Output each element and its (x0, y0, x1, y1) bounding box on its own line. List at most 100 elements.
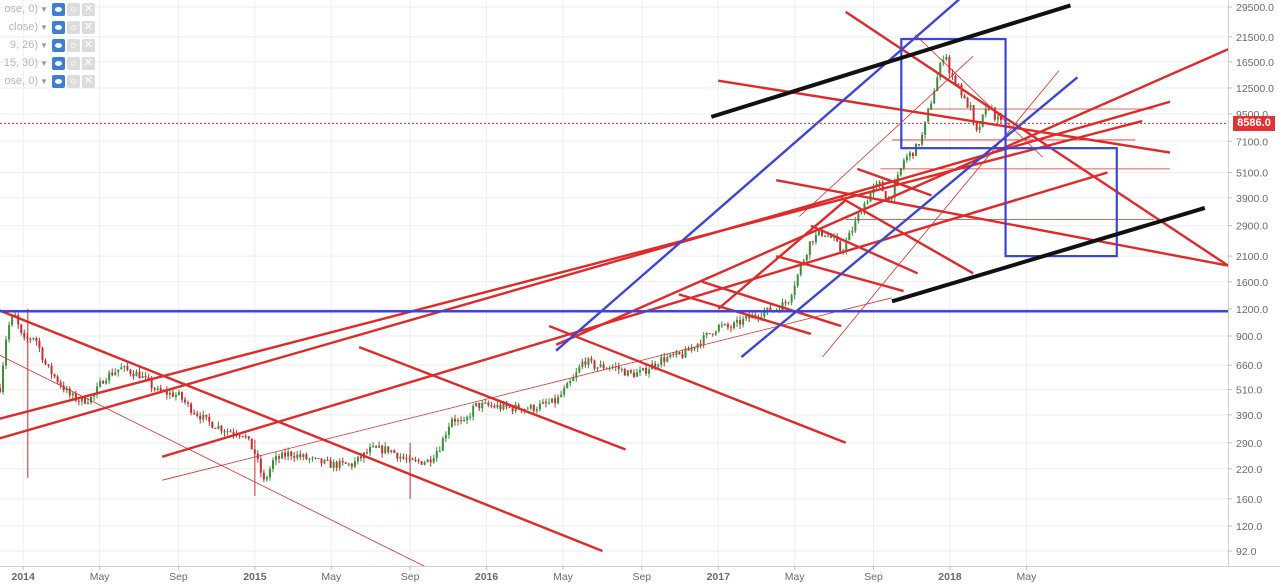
trendline-thin[interactable] (0, 353, 475, 585)
candle-body (378, 445, 381, 448)
candle-body (969, 105, 972, 108)
trendline-black[interactable] (891, 206, 1206, 304)
candle-body (20, 324, 23, 333)
eye-icon[interactable] (51, 56, 65, 70)
eye-icon[interactable] (51, 20, 65, 34)
trendline[interactable] (161, 171, 1108, 458)
rectangle-drawing[interactable] (1004, 147, 1118, 258)
chevron-down-icon[interactable]: ▼ (40, 58, 48, 68)
indicator-label: close) (8, 21, 38, 33)
close-icon[interactable]: ✕ (81, 38, 95, 52)
candle-body (623, 369, 626, 376)
candle-body (872, 186, 875, 194)
y-tick-label: 12500.0 (1236, 83, 1274, 95)
trendline[interactable] (845, 10, 1228, 267)
candle-body (168, 392, 171, 395)
candle-body (918, 144, 921, 146)
candle-body (672, 354, 675, 356)
candle-body (408, 458, 411, 460)
candle-body (635, 372, 638, 377)
gear-icon[interactable] (66, 56, 80, 70)
close-icon[interactable]: ✕ (81, 56, 95, 70)
candle-body (478, 402, 481, 409)
trendline[interactable] (701, 280, 842, 328)
gear-icon[interactable] (66, 2, 80, 16)
trendline-thin[interactable] (822, 70, 1060, 358)
trendline[interactable] (717, 199, 847, 310)
eye-icon[interactable] (51, 2, 65, 16)
candle-body (317, 458, 320, 460)
gear-icon[interactable] (66, 74, 80, 88)
trendline[interactable] (358, 345, 627, 451)
candle-body (199, 415, 202, 420)
x-tick-label: May (785, 571, 806, 583)
candle-body (663, 357, 666, 362)
candle-body (435, 451, 438, 459)
candle-body (120, 367, 123, 370)
y-tick-label: 220.0 (1236, 464, 1262, 476)
candle-body (787, 302, 790, 304)
candle-body (23, 332, 26, 338)
candle-body (487, 402, 490, 406)
candle-body (77, 400, 80, 402)
trendline[interactable] (810, 224, 919, 275)
chevron-down-icon[interactable]: ▼ (40, 22, 48, 32)
candle-body (105, 380, 108, 384)
candle-body (299, 454, 302, 458)
indicator-legend: ose, 0) ▼ ✕ close) ▼ ✕ 9, 26) ▼ ✕ 15, 30… (0, 0, 110, 90)
trendline[interactable] (0, 100, 1171, 440)
candle-body (824, 235, 827, 237)
y-tick-label: 2100.0 (1236, 251, 1268, 263)
trendline[interactable] (548, 324, 847, 444)
chevron-down-icon[interactable]: ▼ (40, 40, 48, 50)
candle-body (620, 369, 623, 371)
candle-body (899, 168, 902, 175)
close-icon[interactable]: ✕ (81, 20, 95, 34)
candle-body (547, 402, 550, 404)
candle-body (469, 416, 472, 418)
indicator-label: ose, 0) (4, 3, 38, 15)
candle-body (44, 360, 47, 365)
trendline[interactable] (678, 293, 812, 336)
candle-body (708, 333, 711, 335)
candle-body (529, 405, 532, 409)
candle-body (541, 401, 544, 404)
candle-body (996, 116, 999, 120)
trendline[interactable] (840, 196, 974, 275)
candle-body (726, 324, 729, 328)
candle-body (587, 358, 590, 365)
trendline-thin[interactable] (162, 297, 893, 481)
trendline[interactable] (0, 309, 603, 553)
candle-body (381, 445, 384, 454)
trendline-thin[interactable] (914, 34, 1043, 158)
trendline[interactable] (856, 167, 932, 197)
candle-body (836, 236, 839, 242)
trendline-black[interactable] (710, 3, 1072, 119)
chevron-down-icon[interactable]: ▼ (40, 4, 48, 14)
candle-body (593, 360, 596, 369)
candle-body (602, 364, 605, 369)
candle-body (268, 468, 271, 478)
close-icon[interactable]: ✕ (81, 74, 95, 88)
trendline[interactable] (775, 178, 1228, 267)
candle-body (341, 460, 344, 463)
candle-body (53, 374, 56, 377)
trendline-blue[interactable] (555, 0, 961, 352)
candle-body (584, 361, 587, 365)
candle-body (171, 392, 174, 397)
trendline[interactable] (555, 0, 1280, 346)
close-icon[interactable]: ✕ (81, 2, 95, 16)
gear-icon[interactable] (66, 20, 80, 34)
candle-body (174, 394, 177, 397)
gear-icon[interactable] (66, 38, 80, 52)
candle-body (441, 438, 444, 451)
chevron-down-icon[interactable]: ▼ (40, 76, 48, 86)
trendline-blue[interactable] (740, 76, 1079, 358)
candle-body (59, 382, 62, 386)
eye-icon[interactable] (51, 74, 65, 88)
eye-icon[interactable] (51, 38, 65, 52)
rectangle-drawing[interactable] (900, 37, 1007, 150)
